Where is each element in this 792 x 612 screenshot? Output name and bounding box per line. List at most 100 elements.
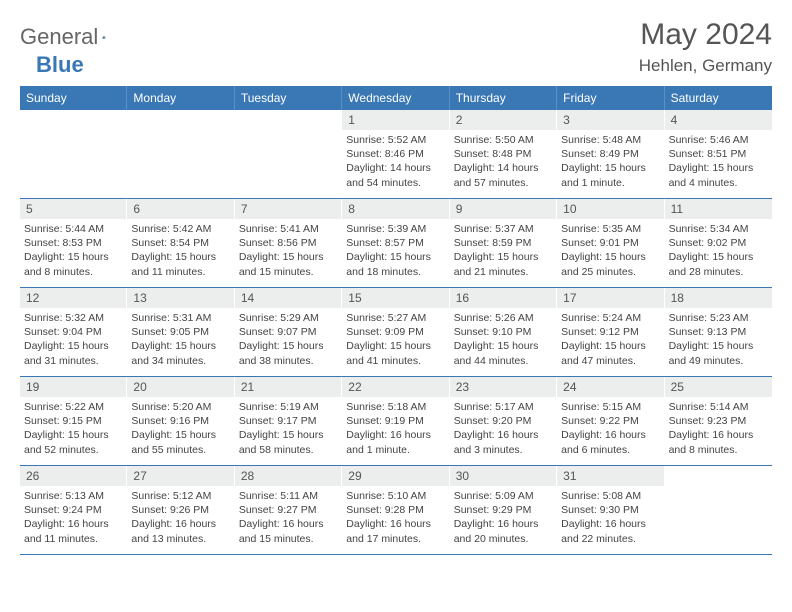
calendar-cell: 28Sunrise: 5:11 AMSunset: 9:27 PMDayligh… xyxy=(235,466,342,554)
day-info: Sunrise: 5:50 AMSunset: 8:48 PMDaylight:… xyxy=(450,130,556,194)
day-number: 2 xyxy=(450,110,556,130)
calendar-week: 26Sunrise: 5:13 AMSunset: 9:24 PMDayligh… xyxy=(20,466,772,555)
day-number: 12 xyxy=(20,288,126,308)
day-info: Sunrise: 5:13 AMSunset: 9:24 PMDaylight:… xyxy=(20,486,126,550)
day-number: 25 xyxy=(665,377,772,397)
daylight-line: Daylight: 15 hours and 15 minutes. xyxy=(239,250,337,278)
day-info: Sunrise: 5:42 AMSunset: 8:54 PMDaylight:… xyxy=(127,219,233,283)
day-number: 24 xyxy=(557,377,663,397)
sunrise-line: Sunrise: 5:19 AM xyxy=(239,400,337,414)
page-title: May 2024 xyxy=(639,18,772,52)
day-number: 8 xyxy=(342,199,448,219)
day-number: 9 xyxy=(450,199,556,219)
daylight-line: Daylight: 15 hours and 41 minutes. xyxy=(346,339,444,367)
sunset-line: Sunset: 8:48 PM xyxy=(454,147,552,161)
daylight-line: Daylight: 15 hours and 49 minutes. xyxy=(669,339,768,367)
calendar-cell: 31Sunrise: 5:08 AMSunset: 9:30 PMDayligh… xyxy=(557,466,664,554)
daylight-line: Daylight: 15 hours and 47 minutes. xyxy=(561,339,659,367)
day-info: Sunrise: 5:12 AMSunset: 9:26 PMDaylight:… xyxy=(127,486,233,550)
sunrise-line: Sunrise: 5:48 AM xyxy=(561,133,659,147)
calendar-cell: 8Sunrise: 5:39 AMSunset: 8:57 PMDaylight… xyxy=(342,199,449,287)
daylight-line: Daylight: 16 hours and 15 minutes. xyxy=(239,517,337,545)
sunset-line: Sunset: 9:27 PM xyxy=(239,503,337,517)
daylight-line: Daylight: 15 hours and 4 minutes. xyxy=(669,161,768,189)
sunrise-line: Sunrise: 5:32 AM xyxy=(24,311,122,325)
day-number: 18 xyxy=(665,288,772,308)
sunset-line: Sunset: 9:10 PM xyxy=(454,325,552,339)
calendar-cell: 27Sunrise: 5:12 AMSunset: 9:26 PMDayligh… xyxy=(127,466,234,554)
day-info: Sunrise: 5:27 AMSunset: 9:09 PMDaylight:… xyxy=(342,308,448,372)
weekday-label: Friday xyxy=(557,86,664,110)
day-info: Sunrise: 5:11 AMSunset: 9:27 PMDaylight:… xyxy=(235,486,341,550)
daylight-line: Daylight: 15 hours and 25 minutes. xyxy=(561,250,659,278)
sunset-line: Sunset: 9:26 PM xyxy=(131,503,229,517)
sunrise-line: Sunrise: 5:14 AM xyxy=(669,400,768,414)
day-number: 11 xyxy=(665,199,772,219)
calendar-week: 1Sunrise: 5:52 AMSunset: 8:46 PMDaylight… xyxy=(20,110,772,199)
day-info: Sunrise: 5:19 AMSunset: 9:17 PMDaylight:… xyxy=(235,397,341,461)
sunset-line: Sunset: 9:29 PM xyxy=(454,503,552,517)
sunset-line: Sunset: 9:22 PM xyxy=(561,414,659,428)
day-number: 16 xyxy=(450,288,556,308)
sunset-line: Sunset: 9:09 PM xyxy=(346,325,444,339)
sunset-line: Sunset: 9:12 PM xyxy=(561,325,659,339)
calendar-cell: 3 Sunrise: 5:48 AMSunset: 8:49 PMDaylight… xyxy=(557,110,664,198)
day-info: Sunrise: 5:34 AMSunset: 9:02 PMDaylight:… xyxy=(665,219,772,283)
sunrise-line: Sunrise: 5:20 AM xyxy=(131,400,229,414)
sunset-line: Sunset: 9:23 PM xyxy=(669,414,768,428)
sunset-line: Sunset: 9:07 PM xyxy=(239,325,337,339)
sunrise-line: Sunrise: 5:12 AM xyxy=(131,489,229,503)
day-number: 4 xyxy=(665,110,772,130)
sunrise-line: Sunrise: 5:17 AM xyxy=(454,400,552,414)
day-number: 1 xyxy=(342,110,448,130)
day-info: Sunrise: 5:15 AMSunset: 9:22 PMDaylight:… xyxy=(557,397,663,461)
weekday-label: Monday xyxy=(127,86,234,110)
daylight-line: Daylight: 16 hours and 22 minutes. xyxy=(561,517,659,545)
calendar-cell: 7Sunrise: 5:41 AMSunset: 8:56 PMDaylight… xyxy=(235,199,342,287)
daylight-line: Daylight: 15 hours and 18 minutes. xyxy=(346,250,444,278)
day-number: 30 xyxy=(450,466,556,486)
day-info: Sunrise: 5:23 AMSunset: 9:13 PMDaylight:… xyxy=(665,308,772,372)
day-info: Sunrise: 5:46 AMSunset: 8:51 PMDaylight:… xyxy=(665,130,772,194)
sunset-line: Sunset: 9:16 PM xyxy=(131,414,229,428)
calendar-cell: 30 Sunrise: 5:09 AMSunset: 9:29 PMDayligh… xyxy=(450,466,557,554)
day-info: Sunrise: 5:32 AMSunset: 9:04 PMDaylight:… xyxy=(20,308,126,372)
sunrise-line: Sunrise: 5:34 AM xyxy=(669,222,768,236)
day-info: Sunrise: 5:37 AMSunset: 8:59 PMDaylight:… xyxy=(450,219,556,283)
daylight-line: Daylight: 16 hours and 17 minutes. xyxy=(346,517,444,545)
day-number: 3 xyxy=(557,110,663,130)
day-info: Sunrise: 5:41 AMSunset: 8:56 PMDaylight:… xyxy=(235,219,341,283)
day-number: 15 xyxy=(342,288,448,308)
sunset-line: Sunset: 8:57 PM xyxy=(346,236,444,250)
daylight-line: Daylight: 15 hours and 1 minute. xyxy=(561,161,659,189)
daylight-line: Daylight: 16 hours and 3 minutes. xyxy=(454,428,552,456)
logo: General xyxy=(20,24,124,50)
daylight-line: Daylight: 15 hours and 21 minutes. xyxy=(454,250,552,278)
daylight-line: Daylight: 15 hours and 8 minutes. xyxy=(24,250,122,278)
calendar-cell: 14Sunrise: 5:29 AMSunset: 9:07 PMDayligh… xyxy=(235,288,342,376)
sunset-line: Sunset: 9:13 PM xyxy=(669,325,768,339)
daylight-line: Daylight: 16 hours and 20 minutes. xyxy=(454,517,552,545)
calendar-cell: 24Sunrise: 5:15 AMSunset: 9:22 PMDayligh… xyxy=(557,377,664,465)
sunrise-line: Sunrise: 5:24 AM xyxy=(561,311,659,325)
daylight-line: Daylight: 16 hours and 11 minutes. xyxy=(24,517,122,545)
sunrise-line: Sunrise: 5:42 AM xyxy=(131,222,229,236)
calendar-week: 12Sunrise: 5:32 AMSunset: 9:04 PMDayligh… xyxy=(20,288,772,377)
sunrise-line: Sunrise: 5:52 AM xyxy=(346,133,444,147)
sunset-line: Sunset: 8:49 PM xyxy=(561,147,659,161)
sunrise-line: Sunrise: 5:23 AM xyxy=(669,311,768,325)
day-info: Sunrise: 5:44 AMSunset: 8:53 PMDaylight:… xyxy=(20,219,126,283)
daylight-line: Daylight: 15 hours and 28 minutes. xyxy=(669,250,768,278)
day-number: 14 xyxy=(235,288,341,308)
sunset-line: Sunset: 8:51 PM xyxy=(669,147,768,161)
calendar-cell: 26Sunrise: 5:13 AMSunset: 9:24 PMDayligh… xyxy=(20,466,127,554)
sunrise-line: Sunrise: 5:09 AM xyxy=(454,489,552,503)
sunrise-line: Sunrise: 5:29 AM xyxy=(239,311,337,325)
sunrise-line: Sunrise: 5:44 AM xyxy=(24,222,122,236)
calendar-week: 19Sunrise: 5:22 AMSunset: 9:15 PMDayligh… xyxy=(20,377,772,466)
calendar: SundayMondayTuesdayWednesdayThursdayFrid… xyxy=(20,86,772,555)
calendar-cell: 19Sunrise: 5:22 AMSunset: 9:15 PMDayligh… xyxy=(20,377,127,465)
calendar-cell: 22Sunrise: 5:18 AMSunset: 9:19 PMDayligh… xyxy=(342,377,449,465)
sunrise-line: Sunrise: 5:46 AM xyxy=(669,133,768,147)
day-number: 17 xyxy=(557,288,663,308)
